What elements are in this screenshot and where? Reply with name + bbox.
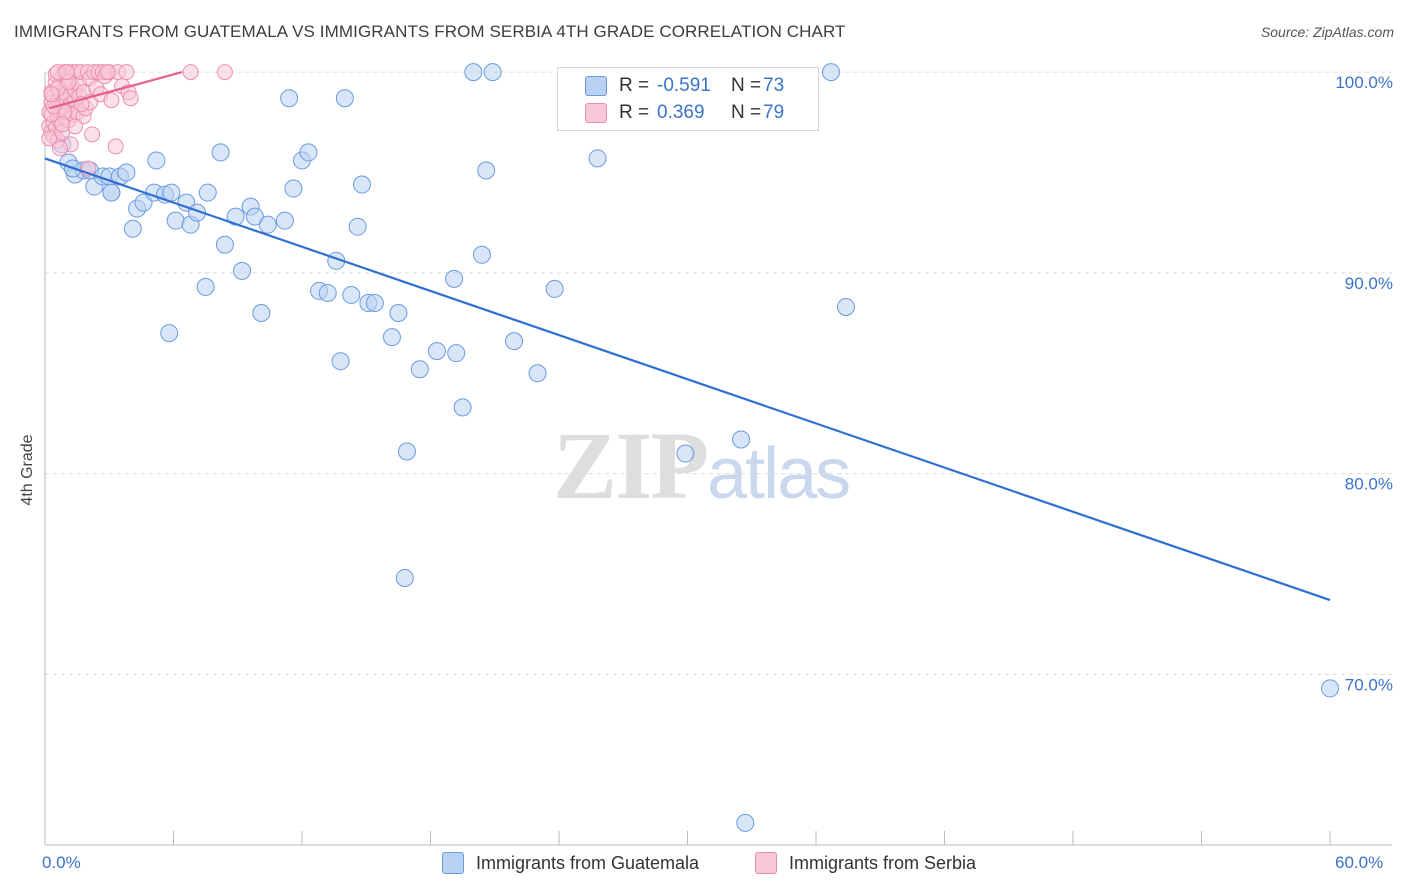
guatemala-point (447, 344, 466, 363)
guatemala-point (198, 183, 217, 202)
r-label: R = (619, 75, 650, 96)
guatemala-point (166, 211, 185, 230)
guatemala-swatch (585, 76, 607, 96)
serbia-point (103, 92, 120, 109)
guatemala-point (395, 569, 414, 588)
serbia-point (182, 64, 199, 81)
guatemala-point (483, 63, 502, 82)
serbia-n-value: 79 (763, 102, 785, 123)
serbia-trend-line (48, 71, 183, 110)
guatemala-point (736, 813, 755, 832)
guatemala-point (160, 324, 179, 343)
guatemala-point (397, 442, 416, 461)
guatemala-point (348, 217, 367, 236)
serbia-legend-label: Immigrants from Serbia (789, 852, 977, 873)
guatemala-point (505, 332, 524, 351)
guatemala-point (252, 304, 271, 323)
legend-item-serbia[interactable]: Immigrants from Serbia (755, 852, 976, 874)
guatemala-point (245, 207, 264, 226)
guatemala-point (382, 328, 401, 347)
guatemala-point (836, 297, 855, 316)
y-tick-label: 80.0% (1345, 475, 1393, 494)
guatemala-point (284, 179, 303, 198)
guatemala-point (427, 342, 446, 361)
guatemala-legend-swatch (442, 852, 464, 874)
guatemala-point (1321, 679, 1339, 698)
serbia-point (41, 130, 58, 147)
guatemala-point (275, 211, 294, 230)
guatemala-point (389, 304, 408, 323)
watermark: ZIPatlas (553, 410, 851, 521)
guatemala-point (528, 364, 547, 383)
source-label: Source: ZipAtlas.com (1260, 24, 1394, 40)
serbia-point (58, 64, 75, 81)
guatemala-point (215, 235, 234, 254)
guatemala-point (258, 215, 277, 234)
guatemala-point (196, 277, 215, 296)
stats-legend: R = -0.591 N = 73 R = 0.369 N = 79 (557, 67, 819, 131)
guatemala-point (464, 63, 483, 82)
y-tick-label: 70.0% (1345, 675, 1393, 694)
chart-title: IMMIGRANTS FROM GUATEMALA VS IMMIGRANTS … (14, 22, 846, 41)
legend-item-guatemala[interactable]: Immigrants from Guatemala (442, 852, 699, 874)
watermark-zip: ZIP (553, 412, 709, 519)
series-legend: Immigrants from Guatemala Immigrants fro… (0, 852, 1406, 878)
serbia-point (84, 126, 101, 143)
y-tick-label: 100.0% (1335, 73, 1393, 92)
guatemala-point (352, 175, 371, 194)
guatemala-point (233, 261, 252, 280)
guatemala-point (226, 207, 245, 226)
guatemala-point (299, 143, 318, 162)
serbia-point (43, 86, 60, 103)
n-label: N = (731, 102, 762, 123)
guatemala-point (318, 283, 337, 302)
y-axis-label: 4th Grade (19, 434, 36, 506)
guatemala-point (445, 269, 464, 288)
x-tick-label-max: 60.0% (1335, 853, 1384, 872)
serbia-swatch (585, 103, 607, 123)
guatemala-point (410, 360, 429, 379)
guatemala-point (335, 89, 354, 108)
guatemala-point (331, 352, 350, 371)
guatemala-point (477, 161, 496, 180)
guatemala-point (123, 219, 142, 238)
serbia-point (107, 138, 124, 155)
n-label: N = (731, 75, 762, 96)
serbia-point (122, 90, 139, 107)
guatemala-point (102, 183, 121, 202)
serbia-point (216, 64, 233, 81)
guatemala-point (162, 183, 181, 202)
serbia-legend-swatch (755, 852, 777, 874)
guatemala-point (147, 151, 166, 170)
y-tick-label: 90.0% (1345, 274, 1393, 293)
guatemala-legend-label: Immigrants from Guatemala (476, 852, 700, 873)
guatemala-point (676, 444, 695, 463)
guatemala-point (588, 149, 607, 168)
stats-row-guatemala: R = -0.591 N = 73 (558, 73, 784, 99)
guatemala-trend-line (44, 157, 1331, 602)
guatemala-point (545, 279, 564, 298)
guatemala-point (821, 63, 840, 82)
guatemala-n-value: 73 (763, 75, 785, 96)
guatemala-point (472, 245, 491, 264)
guatemala-point (117, 163, 136, 182)
serbia-r-value: 0.369 (657, 102, 705, 123)
guatemala-point (365, 293, 384, 312)
guatemala-point (211, 143, 230, 162)
serbia-point (99, 64, 116, 81)
r-label: R = (619, 102, 650, 123)
serbia-point (51, 140, 68, 157)
serbia-point (118, 64, 135, 81)
serbia-point (54, 116, 71, 133)
x-tick-label-min: 0.0% (42, 853, 81, 872)
guatemala-r-value: -0.591 (657, 75, 711, 96)
guatemala-point (342, 285, 361, 304)
guatemala-point (280, 89, 299, 108)
stats-row-serbia: R = 0.369 N = 79 (558, 100, 784, 126)
guatemala-point (732, 430, 751, 449)
guatemala-point (453, 398, 472, 417)
watermark-atlas: atlas (707, 434, 851, 514)
